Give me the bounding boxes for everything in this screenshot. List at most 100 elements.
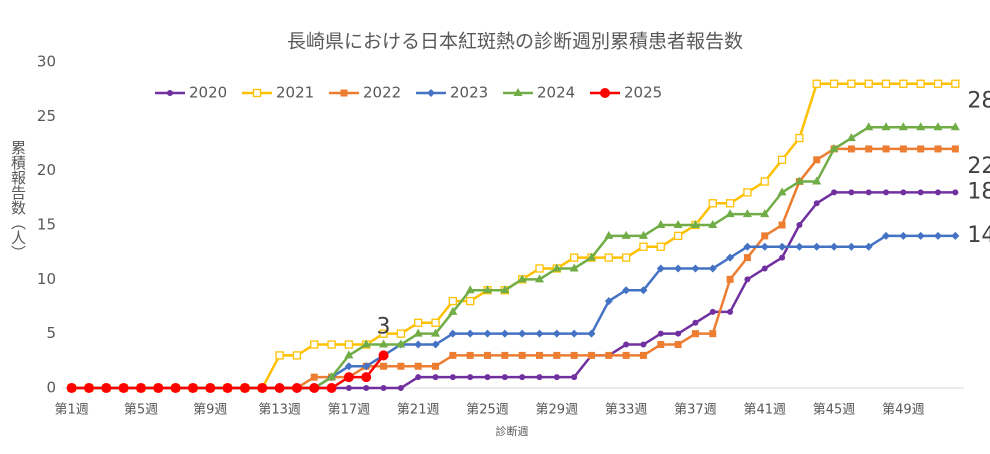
point — [951, 145, 959, 153]
point — [66, 383, 77, 393]
point — [291, 383, 302, 393]
point — [466, 351, 474, 359]
point — [431, 340, 440, 349]
point — [622, 351, 630, 359]
point — [812, 79, 821, 88]
point — [257, 383, 268, 393]
point — [431, 318, 440, 327]
point — [343, 372, 354, 383]
point — [916, 122, 926, 131]
point — [344, 340, 354, 349]
point — [795, 242, 804, 251]
point — [812, 176, 822, 185]
point — [796, 222, 803, 228]
point — [778, 221, 786, 229]
point — [483, 329, 492, 338]
x-axis-label: 診断週 — [496, 424, 529, 438]
point — [569, 253, 579, 262]
x-tick-label: 第41週 — [743, 403, 786, 418]
point — [570, 351, 578, 359]
point — [292, 351, 302, 360]
point — [709, 308, 716, 315]
legend-label: 2022 — [363, 84, 401, 102]
point — [673, 220, 683, 228]
point — [118, 383, 129, 393]
point — [846, 133, 856, 142]
point — [726, 275, 734, 283]
point — [829, 79, 839, 88]
point — [951, 79, 960, 88]
point — [275, 351, 284, 360]
point — [777, 187, 787, 196]
point — [951, 231, 960, 240]
data-label: 18 — [967, 179, 990, 204]
point — [569, 263, 579, 272]
point — [535, 329, 544, 338]
x-tick-label: 第33週 — [605, 403, 648, 418]
point — [345, 385, 352, 391]
point — [847, 242, 856, 251]
point — [864, 122, 874, 131]
point — [534, 274, 544, 283]
point — [380, 385, 387, 391]
point — [656, 264, 665, 273]
point — [501, 351, 509, 359]
point — [170, 383, 181, 393]
point — [380, 362, 388, 370]
y-tick-label: 15 — [37, 216, 56, 234]
point — [813, 156, 821, 164]
point — [448, 296, 458, 306]
point — [777, 155, 787, 164]
point — [743, 242, 752, 251]
point — [899, 79, 908, 88]
point — [344, 362, 353, 371]
point — [605, 351, 613, 359]
y-tick-label: 5 — [46, 324, 56, 342]
point — [553, 351, 561, 359]
series-line — [71, 125, 956, 390]
point — [553, 374, 560, 381]
point — [535, 351, 543, 359]
point — [673, 231, 683, 241]
point — [675, 330, 682, 337]
legend-marker — [427, 89, 435, 97]
point — [396, 329, 406, 338]
data-label: 3 — [377, 314, 391, 339]
x-tick-label: 第49週 — [882, 403, 925, 418]
point — [708, 199, 717, 208]
point — [742, 209, 752, 218]
point — [726, 253, 735, 262]
point — [518, 329, 527, 338]
x-tick-label: 第9週 — [193, 403, 227, 418]
point — [623, 341, 630, 348]
point — [881, 122, 891, 131]
point — [379, 339, 389, 348]
point — [570, 329, 579, 338]
point — [864, 242, 873, 251]
point — [883, 189, 890, 196]
point — [847, 79, 856, 88]
point — [690, 220, 700, 228]
point — [326, 383, 337, 393]
point — [725, 199, 735, 208]
point — [414, 362, 422, 370]
point — [397, 362, 405, 370]
point — [327, 372, 337, 381]
point — [778, 242, 787, 251]
point — [621, 230, 631, 239]
point — [449, 351, 457, 359]
point — [519, 374, 526, 381]
legend-label: 2025 — [624, 84, 662, 102]
point — [848, 189, 855, 196]
point — [187, 383, 198, 393]
point — [656, 220, 666, 228]
point — [518, 351, 526, 359]
legend-marker — [600, 88, 610, 98]
x-tick-label: 第1週 — [55, 403, 89, 418]
point — [899, 231, 908, 240]
point — [898, 122, 908, 131]
point — [900, 189, 907, 196]
point — [309, 383, 320, 393]
point — [638, 230, 648, 239]
point — [500, 285, 510, 294]
